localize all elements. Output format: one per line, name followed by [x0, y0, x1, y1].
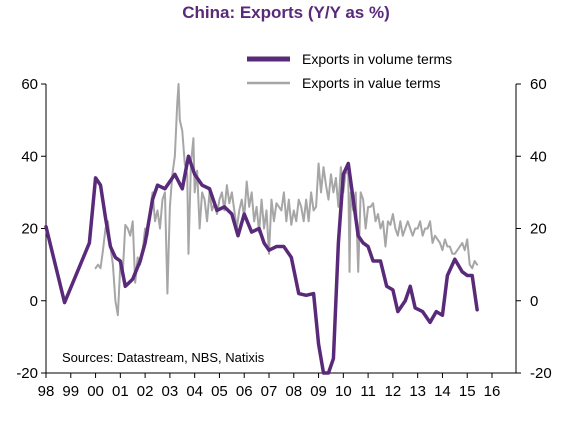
x-tick-label: 10: [335, 383, 352, 400]
y-tick-label-left: 20: [21, 221, 38, 238]
y-tick-label-left: 40: [21, 148, 38, 165]
x-tick-label: 07: [261, 383, 278, 400]
series-line-value: [94, 83, 479, 317]
x-tick-label: 15: [459, 383, 476, 400]
plot-area: [44, 83, 479, 375]
x-tick-label: 01: [112, 383, 129, 400]
x-tick-label: 14: [434, 383, 451, 400]
x-tick-label: 00: [87, 383, 104, 400]
x-tick-label: 06: [236, 383, 253, 400]
series-line-volume: [44, 154, 479, 375]
y-tick-label-left: 60: [21, 76, 38, 93]
x-tick-label: 12: [385, 383, 402, 400]
legend-label-value: Exports in value terms: [302, 75, 441, 91]
y-tick-label-left: -20: [16, 365, 38, 382]
legend: Exports in volume terms Exports in value…: [247, 51, 452, 91]
x-tick-label: 16: [484, 383, 501, 400]
x-tick-label: 99: [62, 383, 79, 400]
x-tick-label: 11: [360, 383, 376, 400]
x-tick-label: 03: [162, 383, 179, 400]
legend-label-volume: Exports in volume terms: [302, 51, 452, 67]
y-tick-label-right: -20: [530, 365, 552, 382]
x-tick-label: 09: [310, 383, 327, 400]
source-note: Sources: Datastream, NBS, Natixis: [62, 350, 265, 365]
x-tick-label: 08: [285, 383, 302, 400]
y-tick-label-left: 0: [30, 293, 38, 310]
y-tick-label-right: 0: [530, 293, 538, 310]
y-tick-label-right: 60: [530, 76, 547, 93]
x-tick-label: 04: [186, 383, 203, 400]
x-tick-label: 98: [38, 383, 55, 400]
chart-title: China: Exports (Y/Y as %): [182, 3, 390, 22]
y-tick-label-right: 20: [530, 221, 547, 238]
x-tick-label: 02: [137, 383, 154, 400]
x-tick-label: 13: [409, 383, 426, 400]
y-tick-label-right: 40: [530, 148, 547, 165]
x-tick-label: 05: [211, 383, 228, 400]
